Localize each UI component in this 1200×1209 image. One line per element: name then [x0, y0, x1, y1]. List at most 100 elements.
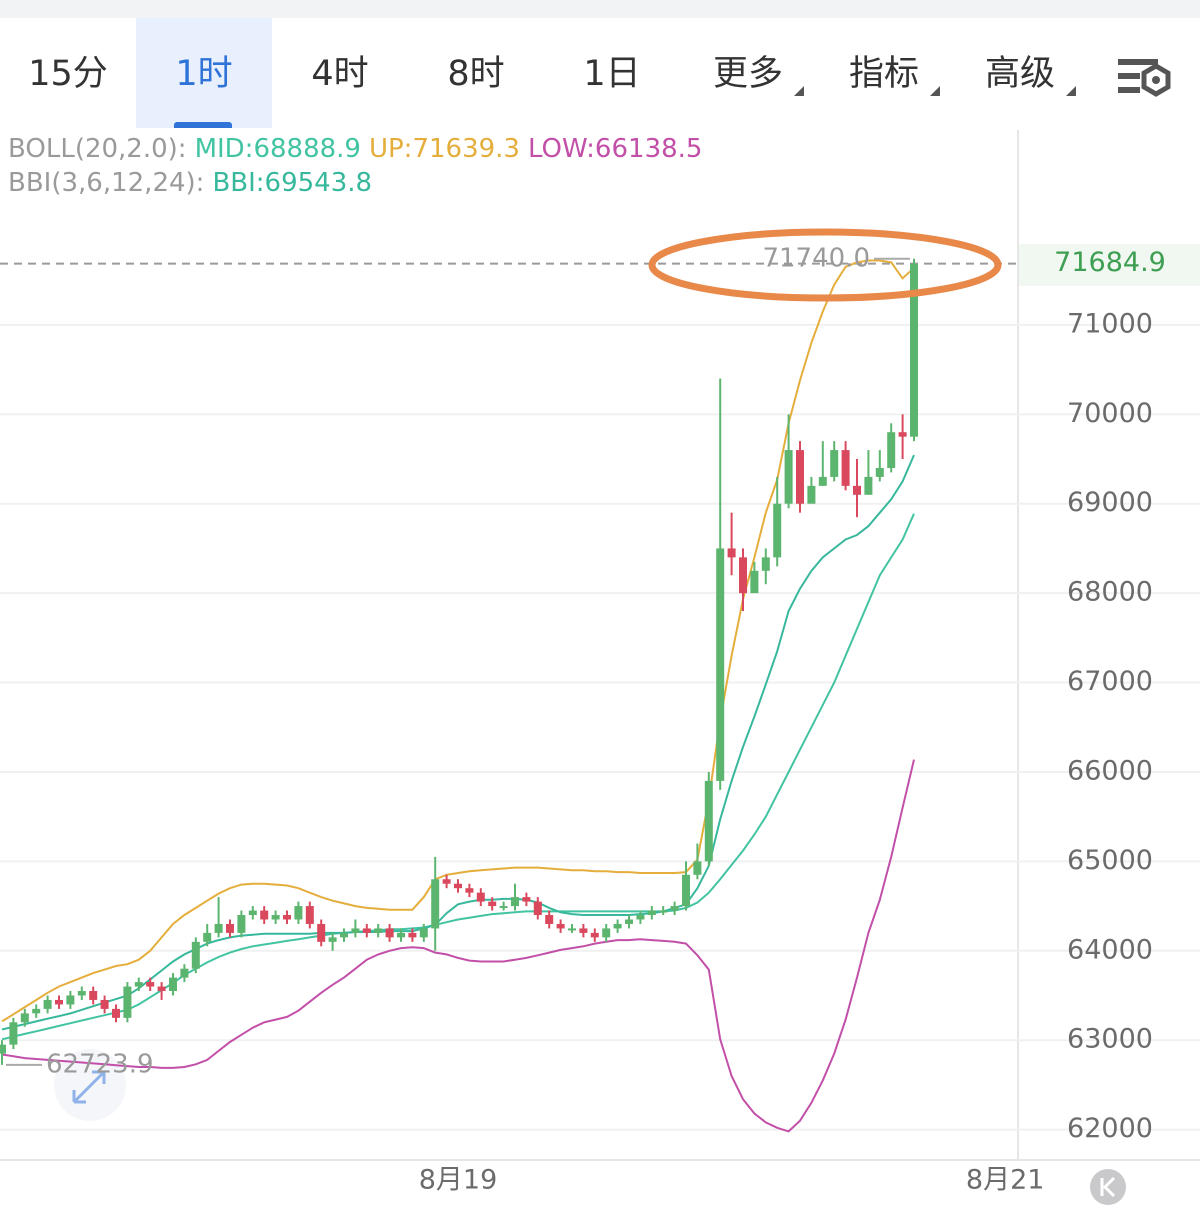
- candle-body: [910, 263, 918, 437]
- indicator-line: [1, 513, 915, 1041]
- candle-body: [898, 432, 907, 437]
- candle-body: [294, 906, 303, 920]
- active-indicator: [174, 122, 232, 128]
- y-tick-label: 63000: [1067, 1024, 1153, 1055]
- candle-body: [0, 1044, 6, 1054]
- candle-body: [43, 999, 52, 1009]
- candle-body: [830, 450, 839, 477]
- indicator-line: [1, 759, 915, 1133]
- candle-body: [818, 476, 827, 486]
- candle-body: [191, 941, 200, 969]
- candle-body: [385, 928, 394, 938]
- candle-body: [579, 928, 588, 933]
- candle-body: [875, 467, 884, 477]
- back-button[interactable]: [1090, 1169, 1126, 1205]
- candle-body: [271, 915, 280, 920]
- candle-body: [761, 557, 770, 571]
- candle-body: [602, 928, 611, 938]
- candle-body: [180, 968, 189, 978]
- candle-body: [317, 923, 326, 942]
- candle-body: [784, 450, 793, 504]
- y-tick-label: 64000: [1067, 934, 1153, 965]
- candle-body: [283, 915, 291, 920]
- candle-body: [340, 932, 348, 938]
- candle-body: [351, 928, 360, 933]
- y-tick-label: 70000: [1067, 398, 1153, 429]
- candle-body: [134, 982, 143, 987]
- tab[interactable]: 1时: [136, 18, 272, 128]
- candle-body: [305, 906, 314, 924]
- back-icon: [1100, 1176, 1116, 1198]
- candle-body: [237, 915, 246, 933]
- candle-body: [704, 780, 713, 862]
- y-tick-label: 71000: [1067, 308, 1153, 339]
- tab[interactable]: 高级: [984, 54, 1055, 94]
- tab[interactable]: 8时: [447, 54, 505, 94]
- candle-body: [32, 1008, 41, 1014]
- settings-icon[interactable]: [1118, 59, 1171, 97]
- candle-body: [739, 557, 747, 594]
- tab[interactable]: 4时: [311, 54, 369, 94]
- legend-group: BBI(3,6,12,24):: [8, 168, 205, 198]
- candle-body: [374, 928, 383, 933]
- candle-body: [750, 570, 759, 594]
- low-marker-label: 62723.9: [46, 1049, 154, 1079]
- candle-body: [670, 906, 679, 911]
- candle-body: [488, 901, 497, 907]
- candle-body: [636, 915, 645, 920]
- candle-body: [146, 982, 155, 987]
- candle-body: [112, 1008, 120, 1018]
- legend-row: BBI(3,6,12,24): BBI:69543.8: [8, 166, 702, 200]
- candle-body: [773, 503, 782, 558]
- candle-body: [55, 999, 63, 1005]
- zoom-icon: [72, 1070, 106, 1104]
- candle-body: [590, 932, 599, 938]
- candle-body: [100, 999, 109, 1009]
- candle-body: [226, 923, 234, 933]
- legend-entry: BBI:69543.8: [212, 168, 373, 198]
- y-tick-label: 67000: [1067, 666, 1153, 697]
- candle-body: [659, 910, 668, 913]
- tab-bar: 15分 1时 4时 8时 1日 更多 指标 高级: [0, 18, 1200, 128]
- candle-body: [693, 861, 702, 875]
- candle-body: [419, 928, 428, 938]
- settings-lines: [1118, 59, 1158, 93]
- candle-body: [454, 883, 462, 889]
- candle-body: [545, 915, 554, 924]
- tab[interactable]: 1日: [583, 54, 641, 94]
- candle-body: [89, 991, 98, 1000]
- candle-body: [887, 432, 896, 468]
- legend-entry: UP:71639.3: [368, 134, 520, 164]
- x-tick-label: 8月21: [966, 1165, 1045, 1196]
- dropdown-arrow: [1066, 86, 1076, 96]
- dropdown-arrow: [794, 86, 804, 96]
- tab[interactable]: 指标: [848, 54, 919, 94]
- legend-entry: LOW:66138.5: [527, 134, 703, 164]
- candle-body: [328, 937, 337, 942]
- candle-body: [66, 995, 75, 1005]
- candle-body: [625, 919, 633, 924]
- current-price-label: 71684.9: [1054, 247, 1166, 278]
- candle-body: [647, 910, 656, 916]
- candle-body: [533, 901, 542, 916]
- candle-body: [248, 910, 257, 916]
- candle-body: [682, 874, 690, 907]
- candle-body: [431, 879, 440, 929]
- candle-body: [20, 1013, 29, 1023]
- candle-body: [807, 485, 816, 504]
- candle-body: [397, 932, 405, 938]
- candle-body: [203, 932, 212, 942]
- tab[interactable]: 更多: [712, 54, 783, 94]
- candle-body: [864, 476, 873, 495]
- candle-body: [442, 879, 451, 884]
- tab[interactable]: 15分: [28, 54, 108, 94]
- current-price-box: [1019, 244, 1200, 286]
- settings-hex: [1141, 63, 1171, 97]
- high-marker-label: 71740.0: [762, 243, 870, 273]
- candle-body: [77, 991, 86, 996]
- y-tick-label: 65000: [1067, 845, 1153, 876]
- candle-body: [727, 548, 736, 558]
- candle-body: [169, 977, 177, 992]
